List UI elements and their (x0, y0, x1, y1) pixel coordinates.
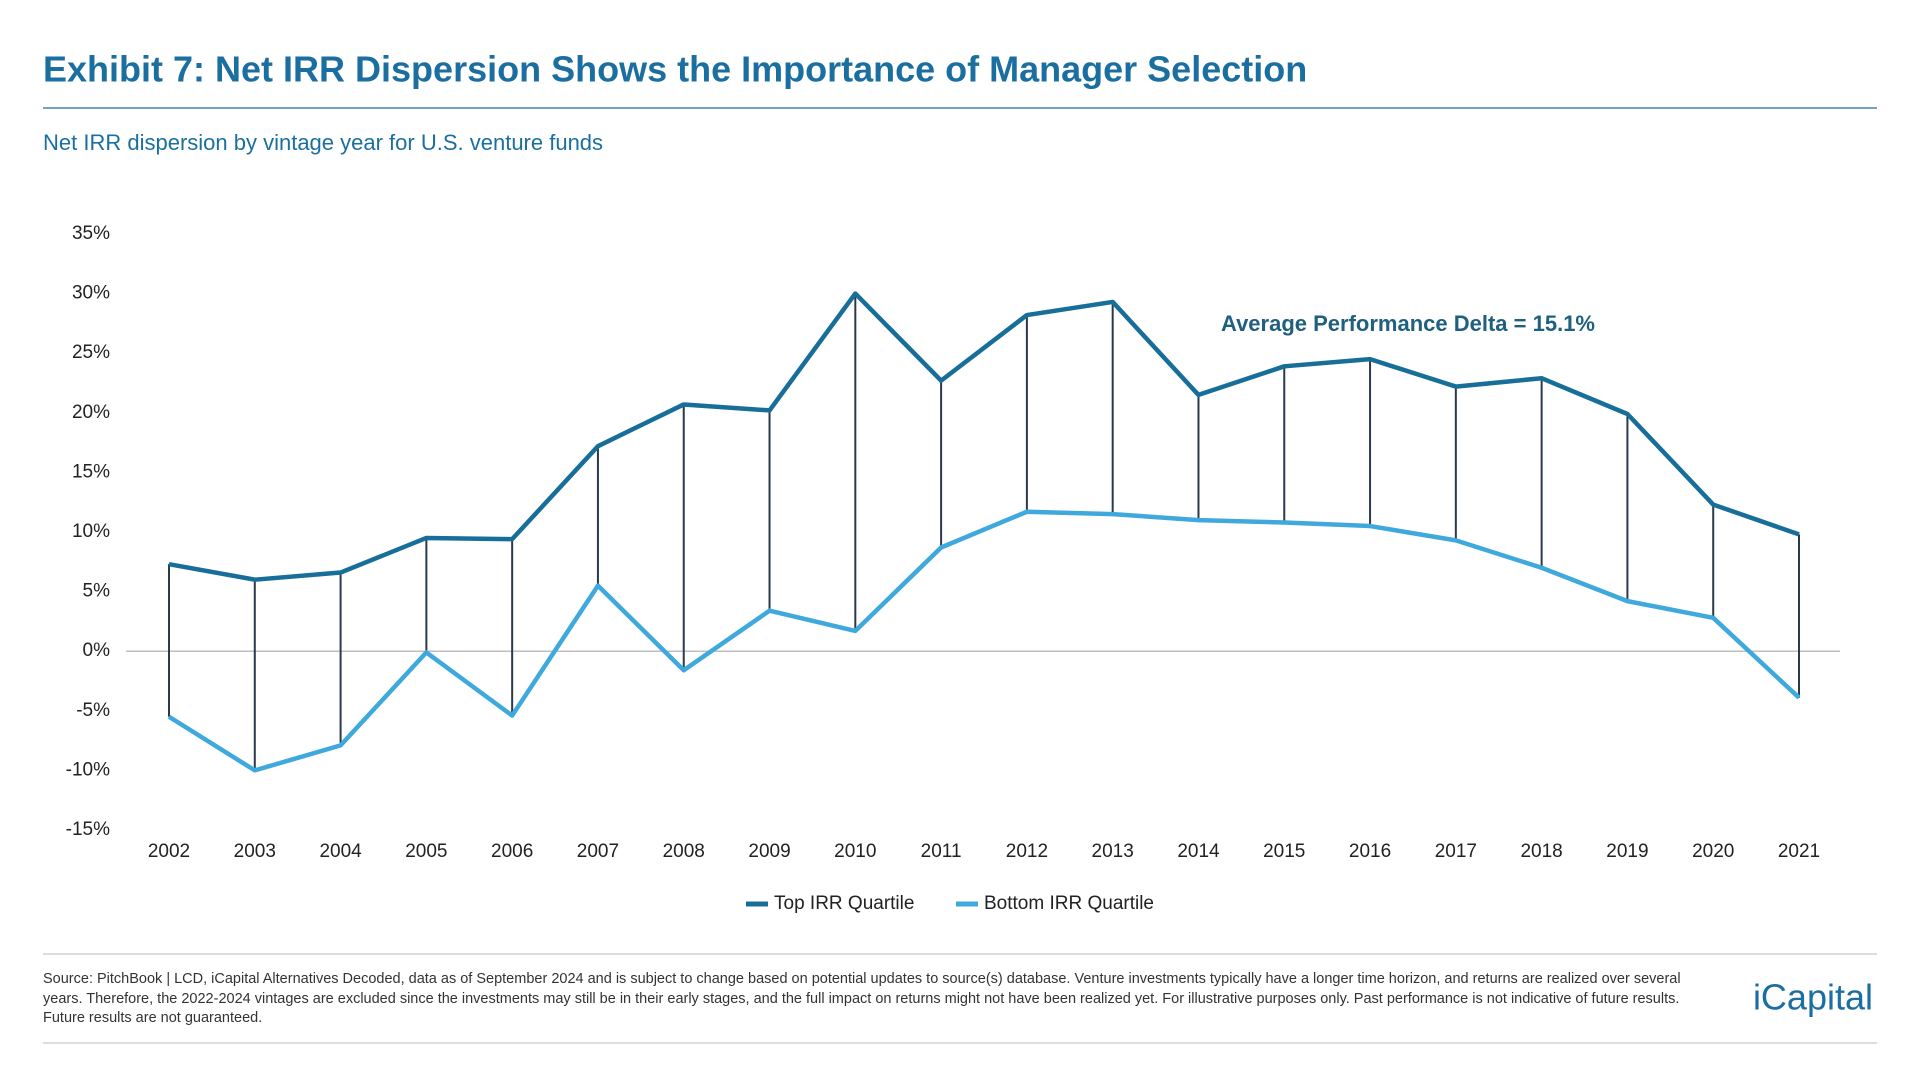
x-tick-label: 2021 (1778, 841, 1820, 862)
x-tick-label: 2012 (1006, 841, 1048, 862)
y-tick-label: -5% (76, 700, 110, 721)
legend-label: Bottom IRR Quartile (984, 893, 1154, 914)
x-tick-label: 2003 (234, 841, 276, 862)
chart-title: Exhibit 7: Net IRR Dispersion Shows the … (43, 49, 1307, 90)
x-tick-label: 2002 (148, 841, 190, 862)
logo: iCapital (1753, 977, 1873, 1018)
x-tick-label: 2019 (1606, 841, 1648, 862)
x-tick-label: 2010 (834, 841, 876, 862)
y-tick-label: -15% (66, 819, 110, 840)
source-note: Source: PitchBook | LCD, iCapital Altern… (43, 971, 1681, 1026)
y-tick-label: -10% (66, 759, 110, 780)
series-line (167, 509, 1801, 773)
y-tick-label: 15% (72, 461, 110, 482)
x-tick-label: 2011 (921, 841, 962, 862)
x-tick-label: 2014 (1177, 841, 1220, 862)
annotation: Average Performance Delta = 15.1% (1221, 311, 1595, 336)
y-tick-label: 35% (72, 223, 110, 244)
x-tick-label: 2006 (491, 841, 533, 862)
x-tick-label: 2013 (1092, 841, 1134, 862)
x-tick-label: 2009 (748, 841, 790, 862)
y-tick-label: 30% (72, 283, 110, 304)
y-tick-label: 20% (72, 402, 110, 423)
x-tick-label: 2018 (1520, 841, 1562, 862)
y-tick-label: 0% (83, 640, 111, 661)
x-tick-label: 2015 (1263, 841, 1305, 862)
chart-subtitle: Net IRR dispersion by vintage year for U… (43, 130, 603, 155)
legend-label: Top IRR Quartile (774, 893, 914, 914)
y-tick-label: 5% (83, 581, 111, 602)
x-tick-label: 2005 (405, 841, 447, 862)
y-tick-label: 25% (72, 342, 110, 363)
x-tick-label: 2016 (1349, 841, 1391, 862)
x-tick-label: 2007 (577, 841, 619, 862)
series-line (168, 291, 1800, 582)
x-tick-label: 2017 (1435, 841, 1477, 862)
y-tick-label: 10% (72, 521, 110, 542)
x-tick-label: 2020 (1692, 841, 1734, 862)
x-tick-label: 2004 (319, 841, 362, 862)
x-tick-label: 2008 (663, 841, 705, 862)
